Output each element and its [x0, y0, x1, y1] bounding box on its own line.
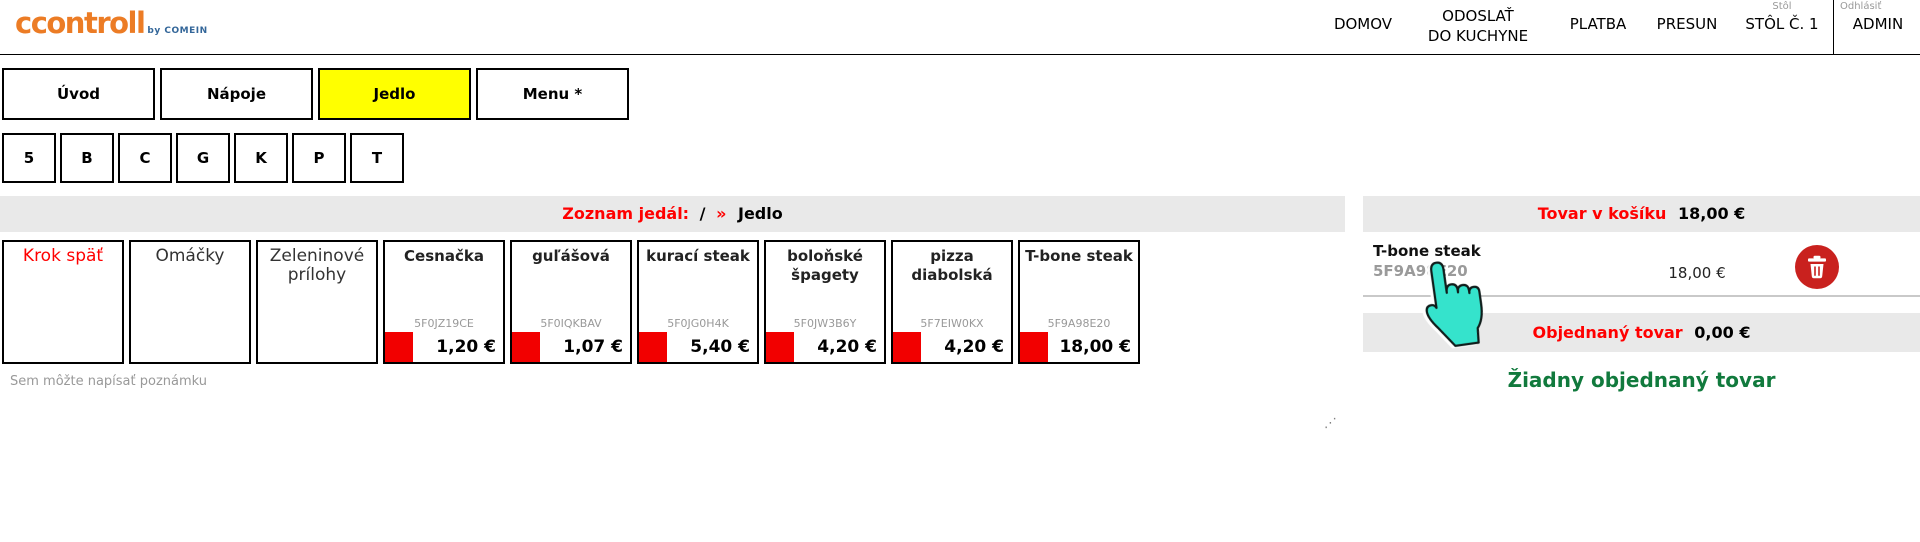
nav-item-domov[interactable]: DOMOV	[1333, 15, 1393, 33]
admin-label[interactable]: ADMIN	[1852, 15, 1904, 33]
cart-item-code[interactable]: 5F9A98E20	[1373, 262, 1468, 280]
tile-price: 18,00 €	[1059, 337, 1131, 357]
ordered-total: 0,00 €	[1694, 323, 1751, 342]
nav-item-platba[interactable]: PLATBA	[1569, 15, 1627, 33]
tile-product-code: 5F0JZ19CE	[414, 317, 474, 330]
tab-jedlo[interactable]: Jedlo	[318, 68, 471, 120]
letter-filter-row: 5 B C G K P T	[2, 133, 404, 183]
letter-button-g[interactable]: G	[176, 133, 230, 183]
nav-divider	[1833, 0, 1834, 54]
nav-item-stol[interactable]: Stôl STÔL Č. 1	[1736, 0, 1828, 54]
cart-item-name: T-bone steak	[1373, 242, 1481, 260]
tile-name: guľášová	[532, 247, 610, 265]
tile-name: Omáčky	[155, 246, 225, 266]
breadcrumb-prefix: Zoznam jedál:	[562, 204, 690, 223]
tile-category-omacky[interactable]: Omáčky	[129, 240, 251, 364]
resize-grip-icon[interactable]	[1324, 416, 1340, 432]
price-flag	[639, 332, 667, 362]
letter-button-k[interactable]: K	[234, 133, 288, 183]
cart-panel: Tovar v košíku 18,00 € T-bone steak 5F9A…	[1363, 196, 1920, 496]
letter-button-b[interactable]: B	[60, 133, 114, 183]
tile-category-zeleninove-prilohy[interactable]: Zeleninové prílohy	[256, 240, 378, 364]
cart-separator	[1363, 295, 1920, 297]
tile-product-code: 5F9A98E20	[1047, 317, 1111, 330]
nav-item-admin-logout[interactable]: Odhlásiť ADMIN	[1836, 0, 1920, 54]
tile-price: 4,20 €	[944, 337, 1004, 357]
tile-product-code: 5F7EIW0KX	[920, 317, 984, 330]
tile-name: boloňské špagety	[787, 247, 863, 284]
tile-back[interactable]: Krok späť	[2, 240, 124, 364]
brand-logo: ccontroll by COMEIN	[15, 6, 208, 40]
nav-item-presun[interactable]: PRESUN	[1656, 15, 1718, 33]
header-divider	[0, 54, 1920, 55]
cart-header-label: Tovar v košíku	[1537, 204, 1667, 223]
stol-label[interactable]: STÔL Č. 1	[1745, 15, 1819, 33]
note-input[interactable]	[0, 366, 1345, 432]
empty-order-message: Žiadny objednaný tovar	[1507, 368, 1776, 392]
breadcrumb: Zoznam jedál: / » Jedlo	[0, 196, 1345, 232]
tile-product-cesnacka[interactable]: Cesnačka 5F0JZ19CE 1,20 €	[383, 240, 505, 364]
product-grid: Krok späť Omáčky Zeleninové prílohy Cesn…	[2, 240, 1140, 364]
tile-price: 5,40 €	[690, 337, 750, 357]
logout-superlabel: Odhlásiť	[1840, 1, 1882, 12]
price-flag	[1020, 332, 1048, 362]
tile-name: T-bone steak	[1025, 247, 1133, 265]
price-flag	[766, 332, 794, 362]
price-flag	[385, 332, 413, 362]
letter-button-5[interactable]: 5	[2, 133, 56, 183]
tile-price: 1,20 €	[436, 337, 496, 357]
brand-byline: by COMEIN	[147, 26, 208, 36]
tile-product-code: 5F0JG0H4K	[667, 317, 729, 330]
tile-name: pizza diabolská	[911, 247, 993, 284]
letter-button-c[interactable]: C	[118, 133, 172, 183]
tile-product-gulasova[interactable]: guľášová 5F0IQKBAV 1,07 €	[510, 240, 632, 364]
letter-button-p[interactable]: P	[292, 133, 346, 183]
ordered-bar: Objednaný tovar 0,00 €	[1363, 313, 1920, 352]
tab-uvod[interactable]: Úvod	[2, 68, 155, 120]
breadcrumb-arrow-icon: »	[716, 204, 727, 223]
trash-icon	[1808, 255, 1826, 279]
tile-product-bolonske-spagety[interactable]: boloňské špagety 5F0JW3B6Y 4,20 €	[764, 240, 886, 364]
stol-superlabel: Stôl	[1772, 1, 1792, 12]
tile-price: 1,07 €	[563, 337, 623, 357]
tile-product-kuraci-steak[interactable]: kurací steak 5F0JG0H4K 5,40 €	[637, 240, 759, 364]
breadcrumb-current: Jedlo	[738, 204, 783, 223]
cart-item-price: 18,00 €	[1668, 264, 1726, 282]
breadcrumb-separator: /	[699, 204, 706, 223]
delete-item-button[interactable]	[1795, 245, 1839, 289]
tab-menu[interactable]: Menu *	[476, 68, 629, 120]
category-tabs: Úvod Nápoje Jedlo Menu *	[2, 68, 629, 120]
letter-button-t[interactable]: T	[350, 133, 404, 183]
tile-product-code: 5F0JW3B6Y	[793, 317, 857, 330]
tile-name: Krok späť	[22, 246, 104, 266]
cart-header-bar: Tovar v košíku 18,00 €	[1363, 196, 1920, 232]
cart-header-total: 18,00 €	[1677, 204, 1746, 223]
tile-name: Zeleninové prílohy	[269, 246, 365, 285]
nav-odoslat-line2: DO KUCHYNE	[1427, 27, 1529, 45]
tile-product-pizza-diabolska[interactable]: pizza diabolská 5F7EIW0KX 4,20 €	[891, 240, 1013, 364]
price-flag	[512, 332, 540, 362]
brand-name: ccontroll	[15, 6, 146, 40]
ordered-label: Objednaný tovar	[1532, 323, 1683, 342]
tile-product-tbone-steak[interactable]: T-bone steak 5F9A98E20 18,00 €	[1018, 240, 1140, 364]
price-flag	[893, 332, 921, 362]
tile-product-code: 5F0IQKBAV	[540, 317, 602, 330]
nav-item-odoslat-do-kuchyne[interactable]: ODOSLAŤ DO KUCHYNE	[1408, 6, 1548, 46]
tile-name: kurací steak	[646, 247, 750, 265]
tile-name: Cesnačka	[404, 247, 484, 265]
nav-odoslat-line1: ODOSLAŤ	[1442, 7, 1514, 25]
tab-napoje[interactable]: Nápoje	[160, 68, 313, 120]
tile-price: 4,20 €	[817, 337, 877, 357]
